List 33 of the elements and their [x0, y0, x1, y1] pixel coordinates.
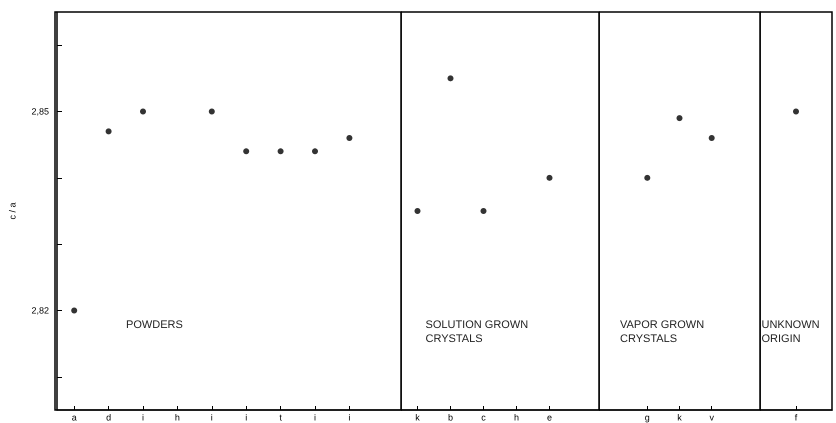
x-tick-label: a [72, 412, 77, 422]
x-tick-label: c [481, 412, 486, 422]
x-tick-label: v [709, 412, 714, 422]
x-tick-label: f [794, 412, 798, 422]
x-tick-label: e [546, 412, 552, 422]
point [140, 108, 146, 114]
x-tick-label: g [644, 412, 650, 422]
point [71, 308, 78, 314]
annotation: SOLUTION GROWN CRYSTALS [426, 319, 532, 345]
x-tick-label: i [142, 412, 144, 422]
point [278, 148, 284, 154]
x-tick-label: t [279, 412, 282, 422]
x-tick-label: h [514, 412, 520, 422]
x-tick-label: i [314, 412, 316, 422]
point [106, 128, 112, 134]
x-tick-label: k [415, 412, 420, 422]
annotation: POWDERS [126, 319, 183, 331]
x-tick-label: k [677, 412, 682, 422]
x-tick-label: d [106, 412, 112, 422]
y-tick-label: 2,82 [31, 306, 49, 316]
y-axis-title: c / a [8, 202, 18, 220]
x-tick-label: i [348, 412, 350, 422]
y-tick-label: 2,85 [31, 106, 49, 116]
point [346, 135, 352, 142]
annotation: VAPOR GROWN CRYSTALS [620, 319, 708, 345]
x-tick-label: b [448, 412, 454, 422]
point [243, 148, 250, 154]
point [208, 108, 215, 114]
x-tick-label: i [210, 412, 213, 422]
x-tick-label: i [245, 412, 248, 422]
annotation: UNKNOWN ORIGIN [762, 319, 823, 345]
point [312, 148, 318, 154]
x-tick-label: h [174, 412, 180, 422]
